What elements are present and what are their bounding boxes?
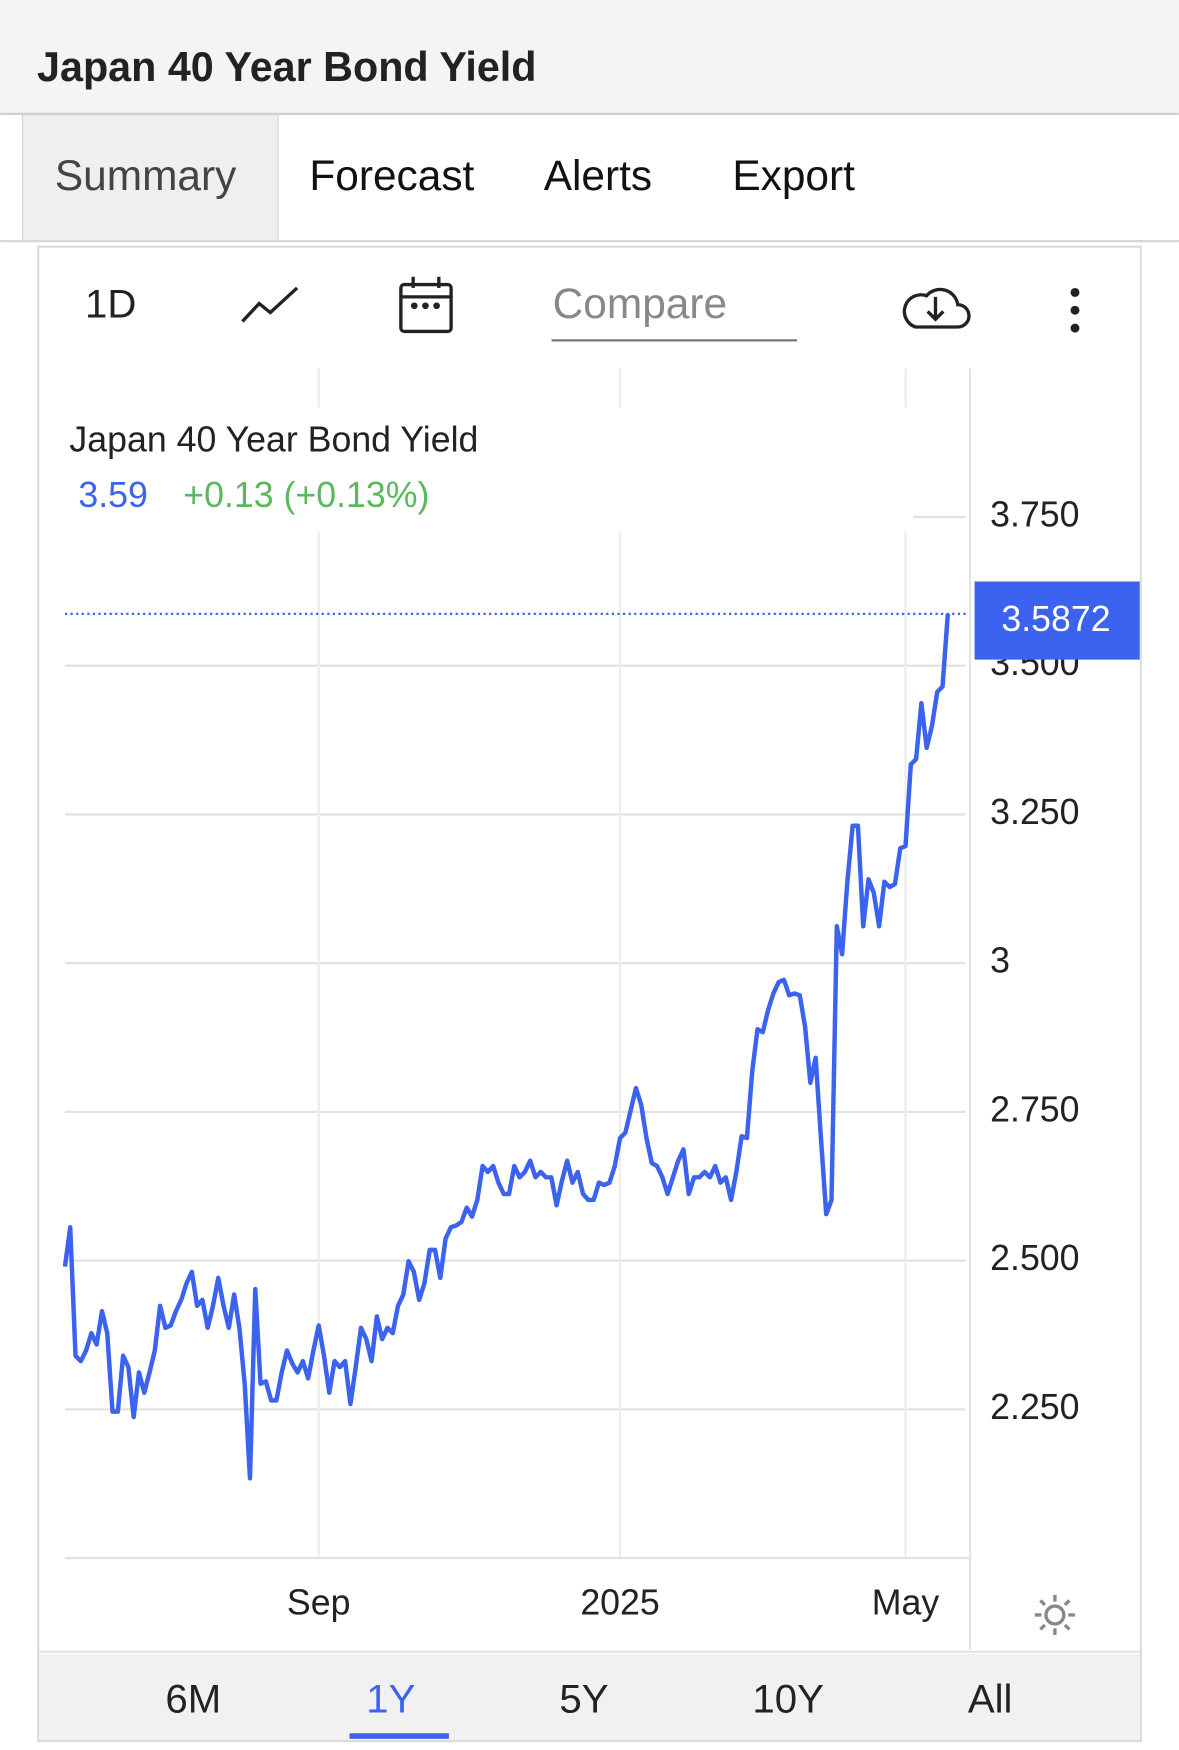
calendar-icon[interactable] bbox=[399, 276, 453, 334]
active-tab-bg bbox=[21, 114, 279, 242]
more-menu[interactable] bbox=[1070, 287, 1080, 333]
settings-icon[interactable] bbox=[1034, 1594, 1075, 1636]
nav-tab[interactable]: Summary bbox=[55, 152, 237, 199]
download-icon[interactable] bbox=[902, 287, 971, 329]
nav-tab[interactable]: Forecast bbox=[309, 152, 474, 199]
y-tick-label: 3.750 bbox=[990, 494, 1079, 534]
price-tag-label: 3.5872 bbox=[1001, 599, 1110, 639]
legend-name: Japan 40 Year Bond Yield bbox=[69, 419, 478, 459]
range-bar bbox=[39, 1654, 1140, 1740]
header-bg bbox=[0, 0, 1179, 114]
legend-value: 3.59 bbox=[78, 475, 148, 515]
y-tick-label: 2.750 bbox=[990, 1089, 1079, 1129]
x-tick-label: 2025 bbox=[580, 1582, 659, 1622]
chart-type-icon[interactable] bbox=[241, 286, 299, 323]
range-button[interactable]: 6M bbox=[165, 1677, 221, 1722]
range-selected-underline bbox=[349, 1733, 449, 1739]
price-tag bbox=[974, 581, 1140, 660]
range-button[interactable]: 5Y bbox=[559, 1677, 608, 1722]
range-button[interactable]: All bbox=[968, 1677, 1013, 1722]
x-tick-label: May bbox=[872, 1582, 940, 1622]
legend-change: +0.13 (+0.13%) bbox=[183, 475, 429, 515]
range-button[interactable]: 10Y bbox=[752, 1677, 823, 1722]
price-line bbox=[62, 613, 951, 1481]
range-button[interactable]: 1Y bbox=[366, 1677, 415, 1722]
y-tick-label: 2.500 bbox=[990, 1238, 1079, 1278]
interval-button[interactable]: 1D bbox=[85, 282, 136, 327]
x-tick-label: Sep bbox=[287, 1582, 351, 1622]
nav-tab[interactable]: Alerts bbox=[544, 152, 652, 199]
page-title: Japan 40 Year Bond Yield bbox=[37, 44, 536, 90]
nav-tab[interactable]: Export bbox=[732, 152, 855, 199]
y-tick-label: 2.250 bbox=[990, 1387, 1079, 1427]
y-tick-label: 3 bbox=[990, 941, 1010, 981]
compare-input[interactable]: Compare bbox=[553, 280, 727, 327]
y-tick-label: 3.250 bbox=[990, 792, 1079, 832]
legend-bg bbox=[64, 407, 914, 533]
